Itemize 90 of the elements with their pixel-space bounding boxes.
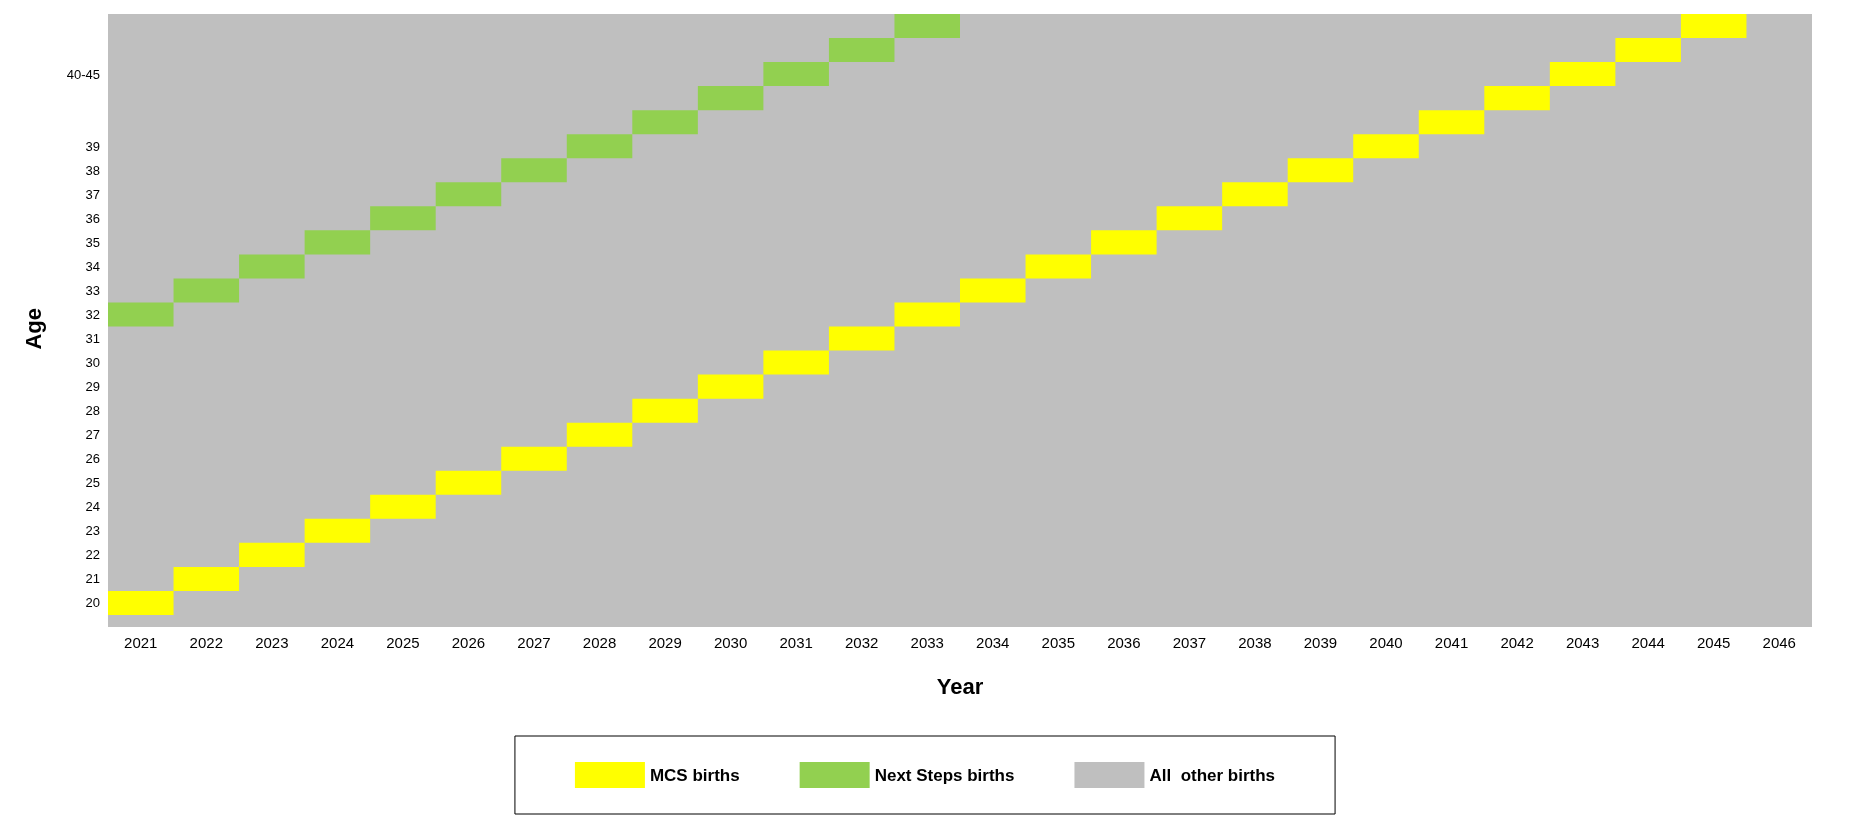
y-axis-title: Age [20,308,46,350]
y-tick-label: 30 [85,355,100,371]
bar [1418,110,1485,135]
x-tick-label: 2021 [124,634,158,651]
bar [370,206,436,231]
x-tick-label: 2030 [713,634,748,651]
x-tick-label: 2022 [189,634,223,651]
x-tick-label: 2027 [517,634,551,651]
x-tick-label: 2037 [1172,634,1207,651]
bar [763,62,829,87]
x-tick-label: 2044 [1631,634,1665,651]
x-tick-label: 2039 [1303,634,1338,651]
y-tick-label: 35 [85,234,100,250]
y-tick-label: 32 [85,306,100,322]
y-tick-label: 29 [85,379,100,395]
bar [173,278,240,303]
bar [501,446,567,471]
bar [566,134,633,159]
bar [1287,158,1354,183]
legend-label: MCS births [649,765,740,785]
bar [632,110,698,135]
y-tick-label: 28 [85,403,100,419]
y-tick-label: 31 [85,331,100,347]
x-tick-label: 2036 [1107,634,1141,651]
bar [1222,182,1288,207]
x-tick-label: 2043 [1565,634,1600,651]
bar [1680,14,1747,39]
x-tick-label: 2028 [582,634,617,651]
bar [828,38,895,63]
y-tick-label: 33 [85,282,100,298]
y-tick-label: 26 [85,451,100,467]
bar [1353,134,1419,159]
y-tick-label: 25 [85,475,100,491]
bar [1615,38,1681,63]
y-tick-label: 22 [85,547,100,563]
x-tick-label: 2025 [386,634,420,651]
bar [304,230,371,255]
bar [894,14,960,39]
bar [697,374,764,399]
y-tick-label: 39 [85,138,100,154]
bar [632,398,698,423]
legend-label: Next Steps births [874,765,1015,785]
bar [960,278,1026,303]
bar [697,86,764,111]
bar [173,566,240,591]
bar [435,182,502,207]
x-tick-label: 2042 [1500,634,1534,651]
x-tick-label: 2041 [1434,634,1469,651]
bar [108,302,174,327]
x-axis-title: Year [936,673,984,699]
bar [828,326,895,351]
y-tick-label: 40-45 [66,66,100,82]
bar [1484,86,1550,111]
x-tick-label: 2031 [779,634,813,651]
y-tick-label: 20 [85,595,100,611]
bar [1091,230,1157,255]
bar [108,590,174,615]
x-tick-label: 2026 [451,634,486,651]
y-tick-label: 36 [85,210,100,226]
legend-label: All other births [1149,765,1276,785]
x-tick-label: 2038 [1238,634,1272,651]
bar [894,302,960,327]
x-tick-label: 2046 [1762,634,1796,651]
y-tick-label: 21 [85,571,100,587]
bar [566,422,633,447]
y-tick-label: 37 [85,186,100,202]
bar [370,494,436,519]
y-tick-label: 27 [85,427,100,443]
y-tick-label: 24 [85,499,100,515]
bar [239,542,305,567]
x-tick-label: 2034 [976,634,1010,651]
bar [239,254,305,279]
y-tick-label: 23 [85,523,100,539]
x-tick-label: 2033 [910,634,944,651]
bar [435,470,502,495]
bar [1025,254,1092,279]
x-tick-label: 2035 [1041,634,1075,651]
x-tick-label: 2040 [1369,634,1403,651]
y-tick-label: 38 [85,162,100,178]
x-tick-label: 2029 [648,634,682,651]
bar [763,350,829,375]
x-tick-label: 2024 [320,634,355,651]
bar [1549,62,1616,87]
bar [1156,206,1223,231]
x-tick-label: 2023 [255,634,289,651]
x-tick-label: 2045 [1697,634,1731,651]
bar [304,518,371,543]
y-tick-label: 34 [85,258,100,274]
bar [501,158,567,183]
x-tick-label: 2032 [845,634,879,651]
